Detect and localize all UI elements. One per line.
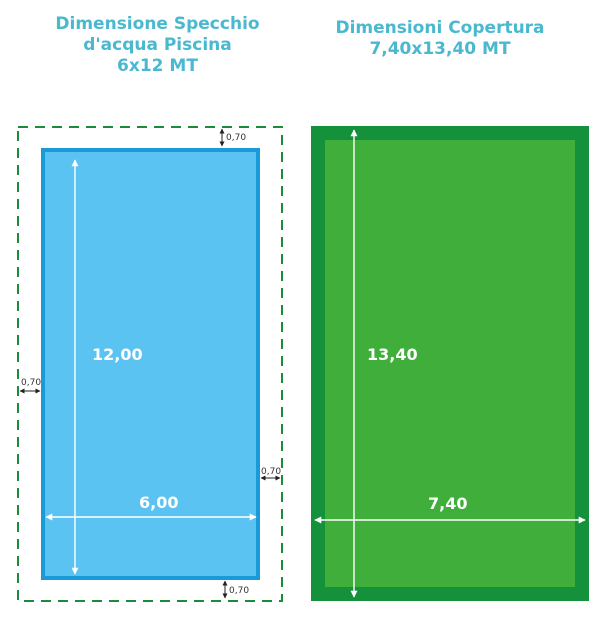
pool-title-line-2: d'acqua Piscina (83, 35, 232, 55)
cover-inner (325, 140, 575, 587)
cover-width-label: 7,40 (428, 494, 467, 513)
cover-dashed-outline (17, 126, 283, 602)
margin-label-top: 0,70 (226, 133, 246, 143)
margin-label-left: 0,70 (21, 378, 41, 388)
cover-title-line-2: 7,40x13,40 MT (369, 39, 511, 59)
pool-title-line-3: 6x12 MT (117, 56, 198, 76)
margin-label-bottom: 0,70 (229, 586, 249, 596)
pool-title-line-1: Dimensione Specchio (55, 14, 260, 34)
margin-label-right: 0,70 (261, 467, 281, 477)
cover-length-label: 13,40 (367, 345, 418, 364)
pool-water-surface (41, 148, 260, 580)
cover-dimensions-title: Dimensioni Copertura 7,40x13,40 MT (315, 18, 565, 60)
pool-width-label: 6,00 (139, 493, 178, 512)
pool-surface-title: Dimensione Specchio d'acqua Piscina 6x12… (30, 14, 285, 77)
pool-length-label: 12,00 (92, 345, 143, 364)
cover-title-line-1: Dimensioni Copertura (335, 18, 545, 38)
